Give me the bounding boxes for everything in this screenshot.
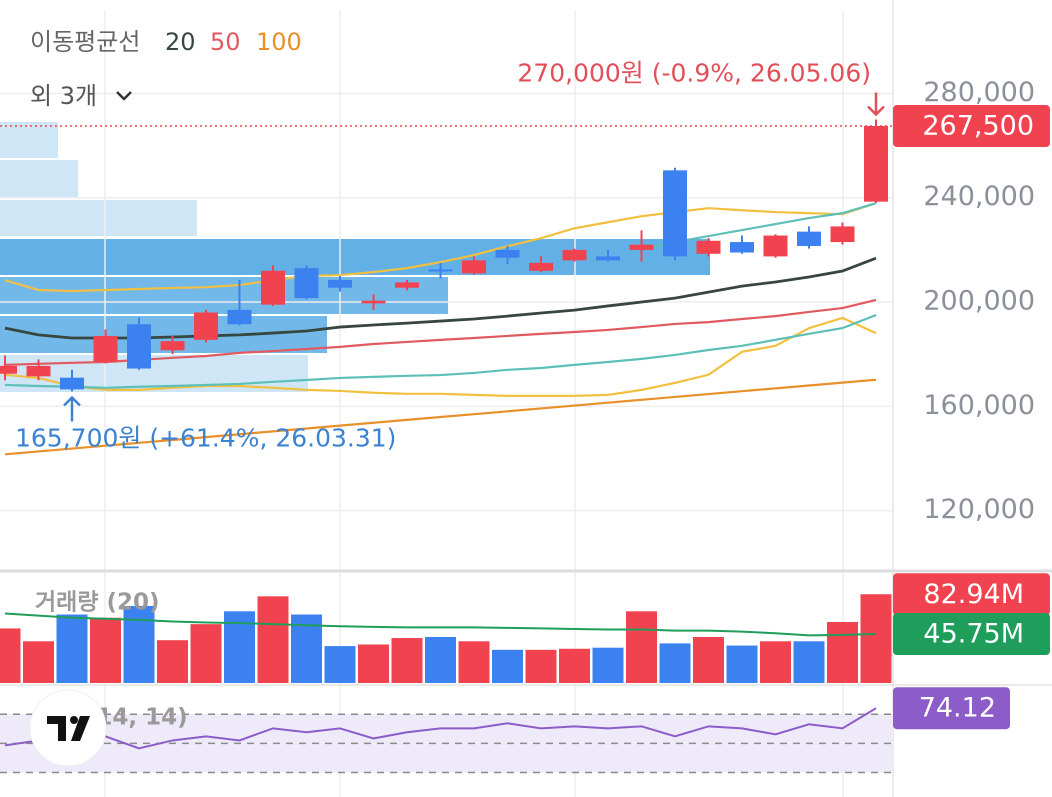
volume-bar [525, 649, 557, 683]
ma-line [4, 378, 877, 456]
candle-body [495, 249, 520, 258]
candle-body [395, 282, 419, 288]
volume-bar [56, 614, 88, 683]
profile-bar [0, 200, 197, 236]
chevron[interactable] [116, 91, 132, 101]
legend-item[interactable]: 20 [165, 28, 196, 56]
candle-body [361, 300, 386, 304]
candle-body [26, 365, 51, 377]
volume-bar [0, 628, 21, 683]
ma-line [4, 314, 877, 389]
rsi-tag-label: 74.12 [919, 693, 996, 724]
candle-body [0, 365, 17, 374]
volume-tag-label: 82.94M [923, 579, 1024, 610]
logo[interactable] [29, 689, 107, 767]
candle-body [328, 279, 352, 288]
volume-bar [157, 640, 188, 683]
candle-body [797, 231, 821, 246]
legend-title: 이동평균선 [30, 28, 140, 56]
volume-bar [793, 641, 825, 683]
logo-circle[interactable] [29, 689, 107, 767]
candle-body [663, 170, 687, 257]
candle-body [261, 270, 285, 305]
volume-bar [190, 624, 222, 683]
volume-bar [123, 605, 155, 683]
volume-bar [324, 646, 356, 683]
logo-mark[interactable] [71, 716, 90, 741]
logo-mark[interactable] [70, 716, 78, 724]
volume-bar [827, 622, 858, 683]
annotation-arrow [867, 92, 885, 117]
volume-bar [760, 641, 791, 683]
volume-bar [358, 644, 389, 683]
volume-bar [860, 594, 892, 683]
volume-bar [391, 638, 423, 683]
candle-body [227, 309, 252, 325]
y-tick-label: 160,000 [923, 390, 1035, 421]
ma-line [4, 202, 877, 293]
volume-bar [592, 647, 624, 683]
overlay-layer: 이동평균선 20 50 100 외 3개 거래량 (20) RSI (14, 1… [29, 28, 302, 767]
candle-body [629, 244, 654, 250]
legend-item[interactable]: 50 [210, 28, 241, 56]
volume-ma-tag [893, 613, 1050, 656]
candle-body [428, 269, 453, 272]
candle-body [529, 262, 553, 271]
candle-body [696, 240, 721, 254]
volume-bar [559, 648, 590, 683]
candle-body [763, 235, 788, 257]
candle-body [462, 260, 486, 274]
profile-bar [0, 239, 710, 275]
profile-bar [0, 160, 78, 197]
volume-bar [659, 643, 691, 683]
rsi-line [4, 707, 877, 750]
candle-body [93, 335, 118, 363]
candle-body [127, 324, 151, 369]
legend-item[interactable]: 100 [256, 28, 302, 56]
y-tick-label: 120,000 [923, 494, 1035, 525]
volume-bar [257, 596, 289, 683]
candle-body [60, 377, 84, 390]
candle-body [596, 256, 620, 261]
price-tag-label: 267,500 [922, 111, 1034, 142]
legend-more[interactable]: 외 3개 [30, 82, 97, 110]
profile-bar [0, 122, 58, 158]
volume-bar [90, 617, 121, 683]
profile-bar [0, 277, 448, 314]
volume-bar [492, 649, 523, 683]
volume-bar [626, 611, 657, 683]
annotation: 270,000원 (-0.9%, 26.05.06) [517, 59, 871, 88]
logo-mark[interactable] [47, 716, 66, 741]
volume-ma [4, 612, 877, 637]
volume-title: 거래량 (20) [35, 590, 160, 616]
price-tag [893, 105, 1050, 148]
y-tick-label: 280,000 [923, 77, 1035, 108]
ma-line [4, 316, 877, 398]
y-tick-label: 240,000 [923, 181, 1035, 212]
candle-body [194, 312, 218, 340]
volume-bar [23, 641, 54, 683]
volume-ma-tag-label: 45.75M [923, 619, 1024, 650]
rsi-tag [893, 687, 1010, 730]
candle-body [294, 268, 319, 299]
volume-profile [0, 122, 710, 392]
volume-bar [425, 636, 456, 683]
candle-body [830, 226, 855, 243]
candle-body [730, 242, 754, 253]
volume-bar [693, 636, 724, 683]
volume-bar [726, 645, 758, 683]
y-tick-label: 200,000 [923, 286, 1035, 317]
candle-body [160, 341, 185, 351]
annotation-arrow [63, 395, 81, 422]
volume-tag [893, 573, 1050, 616]
volume-bar [458, 641, 490, 683]
candle-body [864, 126, 888, 202]
annotation: 165,700원 (+61.4%, 26.03.31) [15, 423, 396, 452]
candle-body [562, 249, 587, 261]
